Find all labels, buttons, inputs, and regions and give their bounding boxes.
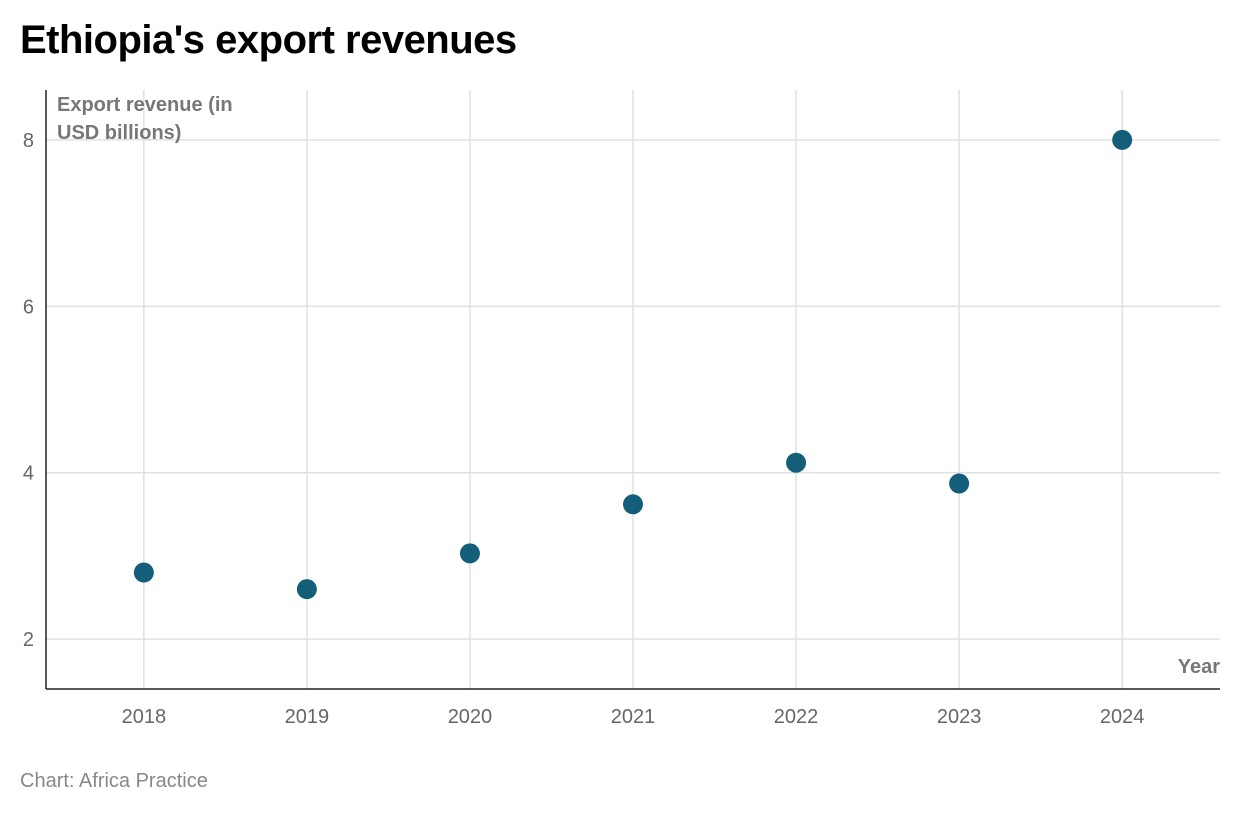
y-tick-label: 8 bbox=[23, 130, 34, 152]
x-tick-label: 2023 bbox=[937, 706, 982, 728]
x-tick-label: 2022 bbox=[774, 706, 819, 728]
axes: 2 4 6 8 2018 2019 2020 2021 2022 2023 2024 bbox=[23, 90, 1220, 728]
data-point-2018[interactable] bbox=[133, 562, 154, 583]
chart-title: Ethiopia's export revenues bbox=[20, 18, 517, 62]
y-tick-label: 6 bbox=[23, 296, 34, 318]
x-tick-label: 2024 bbox=[1100, 706, 1145, 728]
y-tick-label: 2 bbox=[23, 629, 34, 651]
y-axis-label-line-2: USD billions) bbox=[57, 122, 181, 144]
data-point-2021[interactable] bbox=[623, 494, 643, 515]
data-point-2020[interactable] bbox=[459, 543, 480, 564]
y-tick-label: 4 bbox=[23, 463, 34, 485]
data-point-2024[interactable] bbox=[1112, 129, 1133, 150]
x-tick-label: 2018 bbox=[122, 706, 167, 728]
x-axis-label: Year bbox=[1178, 656, 1220, 678]
points bbox=[133, 129, 1133, 600]
data-point-2023[interactable] bbox=[949, 473, 970, 494]
y-axis-label-line-1: Export revenue (in bbox=[57, 94, 233, 116]
x-tick-label: 2019 bbox=[285, 706, 330, 728]
x-tick-label: 2021 bbox=[611, 706, 656, 728]
data-point-2022[interactable] bbox=[786, 452, 807, 473]
source-note: Chart: Africa Practice bbox=[20, 770, 208, 792]
data-point-2019[interactable] bbox=[296, 579, 317, 600]
x-tick-label: 2020 bbox=[448, 706, 493, 728]
grid bbox=[46, 90, 1220, 689]
